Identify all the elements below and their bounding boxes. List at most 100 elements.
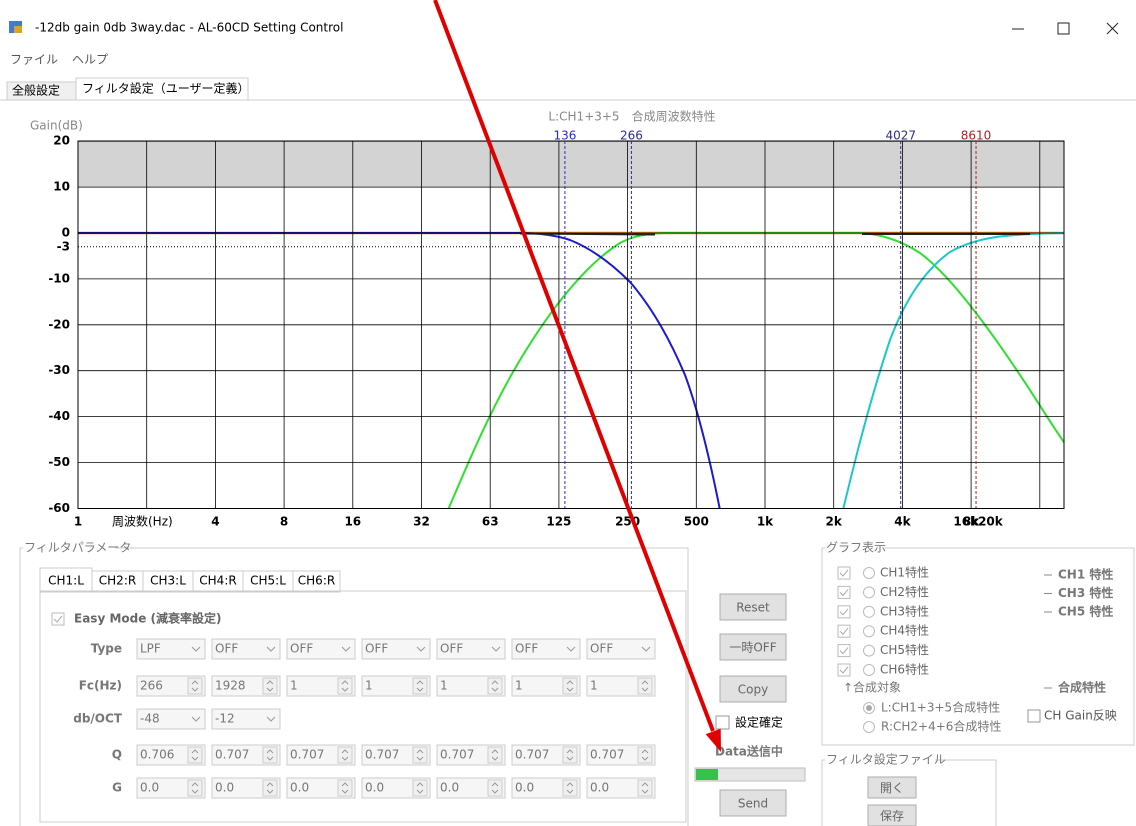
checkbox[interactable] [837,663,851,677]
checkbox[interactable] [715,715,730,730]
field-value: 266 [140,679,163,693]
button[interactable] [719,789,787,817]
tab-label[interactable]: フィルタ設定（ユーザー定義） [82,81,250,96]
spin-box [337,779,353,797]
spin-box [637,677,653,695]
spin-box [412,677,428,695]
channel-tab[interactable] [292,570,341,593]
spin-box [187,779,203,797]
button[interactable] [867,804,917,826]
x-tick-label: 125 [546,515,571,529]
radio[interactable] [863,586,875,599]
checkbox[interactable] [1027,709,1041,723]
spin-arrows [491,680,499,692]
button[interactable] [719,633,787,661]
checkbox[interactable] [837,566,851,580]
checkbox[interactable] [837,644,851,658]
checkbox[interactable] [837,585,851,599]
button-label: 一時OFF [729,641,776,655]
spin-box [262,779,278,797]
tab-panel [39,590,687,823]
button-label: Reset [736,601,770,615]
combo-field[interactable] [511,638,581,660]
window-title: -12db gain 0db 3way.dac - AL-60CD Settin… [35,21,343,35]
sum-target-label: ↑合成対象 [843,680,901,695]
combo-arrow [491,646,501,652]
spin-box [187,677,203,695]
channel-tab-label: CH5:L [250,574,286,588]
easy-mode-label: Easy Mode (減衰率設定) [74,611,222,626]
combo-arrow [266,646,276,652]
combo-field[interactable] [211,708,281,730]
combo-field[interactable] [211,638,281,660]
field-value: 0.0 [515,781,534,795]
channel-tab-label: CH3:L [150,574,186,588]
group-title-bg [23,541,115,555]
checkbox[interactable] [837,624,851,638]
combo-field[interactable] [136,638,206,660]
marker-label: 266 [620,129,643,143]
combo-arrow [266,716,276,722]
button-label: Copy [738,683,768,697]
close[interactable] [1106,22,1119,35]
combo-field[interactable] [286,638,356,660]
legend-label: CH5 特性 [1058,604,1113,619]
spin-arrows [491,782,499,794]
radio[interactable] [863,721,875,733]
row-label: Fc(Hz) [79,679,122,693]
x-tick-label: 32 [413,515,430,529]
y-tick-label: 0 [62,226,70,240]
field-value: 0.707 [365,748,399,762]
radio[interactable] [863,567,875,579]
field-value: 0.707 [290,748,324,762]
maximize[interactable] [1057,22,1070,35]
channel-label: CH1特性 [880,565,929,580]
checkbox[interactable] [51,612,65,626]
channel-tab-label: CH6:R [298,574,335,588]
spin-box [562,677,578,695]
x-tick-label: 4k [894,515,911,529]
y-tick-label: -50 [48,455,70,469]
checkbox[interactable] [837,605,851,619]
field-value: OFF [515,642,538,656]
progress-bar [694,767,806,782]
channel-tab-label: CH4:R [199,574,236,588]
y-tick-label: -20 [48,317,70,331]
check-mark [839,627,849,635]
check-mark [839,666,849,674]
channel-label: CH6特性 [880,662,929,677]
x-tick-label: 500 [684,515,709,529]
spin-box [412,779,428,797]
spin-arrows [416,782,424,794]
button[interactable] [867,776,917,799]
combo-arrow [191,646,201,652]
y-tick-label: -60 [48,501,70,515]
combo-arrow [341,646,351,652]
field-value: 1 [590,679,598,693]
combo-field[interactable] [136,708,206,730]
app-icon-part [14,26,22,33]
radio[interactable] [863,664,875,676]
button[interactable] [719,675,787,703]
tab-label[interactable]: 全般設定 [12,83,60,98]
field-value: OFF [440,642,463,656]
gray-band [78,141,1064,188]
button[interactable] [719,593,787,621]
field-value: -12 [215,712,235,726]
combo-arrow [191,716,201,722]
check-mark [839,569,849,577]
field-value: 1 [515,679,523,693]
combo-field[interactable] [361,638,431,660]
combo-field[interactable] [586,638,656,660]
radio[interactable] [863,644,875,657]
field-value: 1928 [215,679,246,693]
radio[interactable] [863,605,875,618]
spin-box [637,746,653,764]
x-tick-label: 2k [826,515,843,529]
curves [78,231,1064,509]
radio[interactable] [863,625,875,638]
field-value: OFF [590,642,613,656]
combo-field[interactable] [436,638,506,660]
curve-ch5 [842,232,1064,509]
combo-arrow [566,646,576,652]
